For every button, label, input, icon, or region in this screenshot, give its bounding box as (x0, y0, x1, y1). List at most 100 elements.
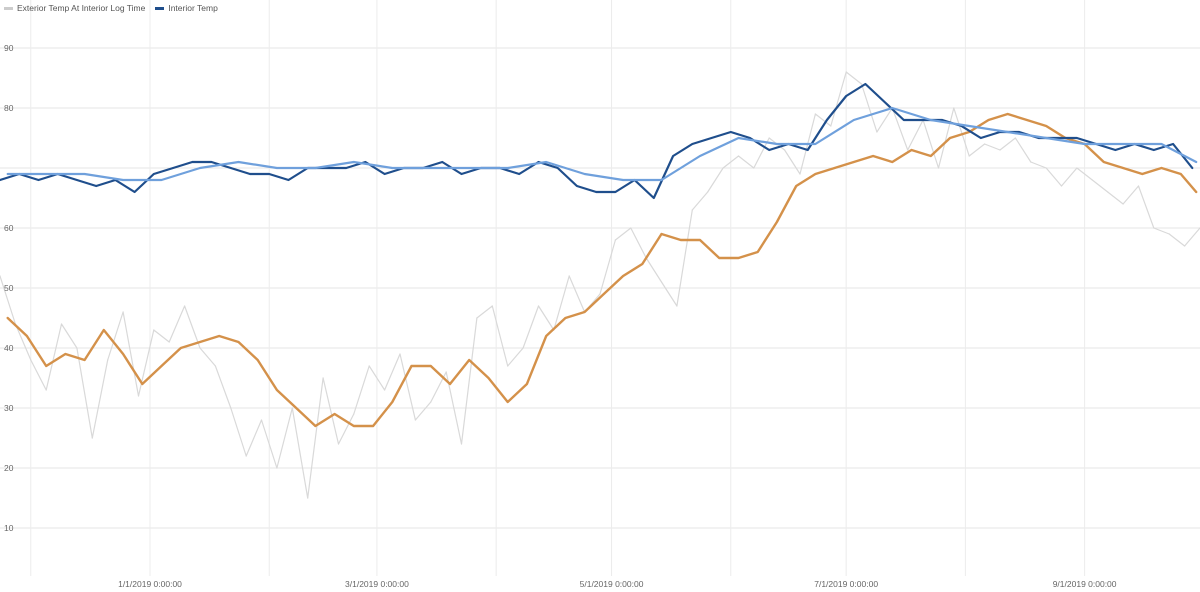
exterior-temp-point (999, 149, 1001, 151)
exterior-trend-point (949, 137, 951, 139)
exterior-temp-point (60, 323, 63, 325)
interior-trend-point (199, 167, 201, 169)
interior-trend-point (45, 173, 47, 175)
exterior-temp-point (245, 455, 247, 457)
x-tick-label: 1/1/2019 0:00:00 (118, 579, 182, 589)
interior-trend-point (891, 107, 893, 109)
interior-temp-point (557, 167, 559, 169)
interior-trend-point (545, 161, 547, 163)
exterior-trend-point (103, 329, 105, 331)
interior-temp-point (345, 167, 347, 169)
exterior-temp-point (322, 377, 324, 379)
exterior-temp-line (0, 71, 1200, 499)
interior-trend-point (1160, 143, 1163, 145)
exterior-temp-point (107, 359, 109, 361)
exterior-temp-point (676, 305, 678, 307)
exterior-trend-point (603, 293, 605, 295)
interior-temp-point (653, 197, 655, 199)
interior-trend-line (6, 106, 1198, 182)
exterior-temp-point (830, 125, 832, 127)
interior-temp-point (1114, 149, 1116, 151)
exterior-temp-point (1184, 245, 1186, 247)
exterior-temp-point (953, 107, 955, 109)
interior-temp-point (1172, 143, 1174, 145)
exterior-trend-point (449, 383, 451, 385)
interior-trend-point (1084, 143, 1086, 145)
exterior-temp-point (937, 167, 940, 169)
exterior-temp-point (753, 167, 755, 169)
exterior-temp-point (184, 305, 186, 307)
exterior-trend-point (545, 335, 547, 337)
exterior-temp-point (491, 305, 493, 307)
exterior-temp-point (1091, 179, 1093, 181)
interior-temp-point (807, 149, 809, 151)
exterior-trend-point (680, 239, 682, 241)
exterior-temp-point (768, 137, 770, 139)
exterior-trend-point (699, 239, 701, 241)
y-tick-label: 50 (4, 283, 14, 293)
interior-temp-point (76, 179, 78, 181)
tick-labels: 10 20 30 40 50 60 80 90 1/1/2019 0:00:00 3/1/2019… (4, 43, 1117, 589)
x-tick-label: 5/1/2019 0:00:00 (580, 579, 644, 589)
exterior-temp-point (214, 365, 216, 367)
interior-trend-point (430, 167, 432, 169)
interior-temp-point (691, 143, 693, 145)
exterior-temp-point (91, 437, 93, 439)
grid (0, 0, 1200, 576)
x-tick-label: 7/1/2019 0:00:00 (814, 579, 878, 589)
exterior-trend-point (353, 425, 355, 427)
legend-item-interior[interactable]: Interior Temp (155, 3, 218, 13)
interior-temp-point (1153, 149, 1155, 151)
exterior-trend-point (1007, 113, 1009, 115)
exterior-temp-point (0, 275, 1, 277)
interior-temp-point (441, 161, 443, 163)
exterior-trend-point (84, 359, 86, 361)
exterior-temp-point (430, 401, 432, 403)
interior-temp-point (672, 155, 674, 157)
exterior-trend-point (1103, 161, 1105, 163)
exterior-trend-point (487, 377, 490, 379)
interior-temp-point (903, 119, 905, 121)
interior-trend-point (699, 155, 701, 157)
interior-trend-point (1045, 137, 1047, 139)
exterior-trend-point (295, 407, 297, 409)
interior-temp-point (172, 167, 174, 169)
interior-trend-point (814, 143, 817, 145)
interior-temp-point (884, 101, 886, 103)
legend-label-exterior: Exterior Temp At Interior Log Time (17, 3, 146, 13)
interior-trend-point (737, 137, 740, 139)
interior-trend-point (353, 161, 355, 163)
exterior-trend-line (6, 112, 1198, 428)
exterior-temp-point (737, 155, 740, 157)
exterior-temp-point (445, 371, 447, 373)
exterior-temp-point (568, 275, 570, 277)
legend-label-interior: Interior Temp (168, 3, 218, 13)
exterior-temp-point (76, 347, 78, 349)
exterior-temp-point (907, 149, 909, 151)
exterior-trend-point (7, 317, 9, 319)
y-tick-label: 60 (4, 223, 14, 233)
interior-temp-point (614, 191, 617, 193)
interior-temp-point (768, 149, 770, 151)
exterior-trend-point (1180, 173, 1182, 175)
exterior-trend-point (276, 389, 278, 391)
exterior-temp-point (814, 113, 817, 115)
exterior-temp-point (1107, 191, 1109, 193)
exterior-trend-point (218, 335, 220, 337)
exterior-temp-point (384, 389, 386, 391)
exterior-temp-point (1153, 227, 1155, 229)
exterior-temp-point (137, 395, 140, 397)
interior-trend-point (930, 119, 932, 121)
exterior-trend-point (430, 365, 432, 367)
interior-temp-point (980, 137, 982, 139)
exterior-trend-point (564, 317, 567, 319)
exterior-temp-point (784, 149, 786, 151)
exterior-trend-point (757, 251, 759, 253)
interior-temp-point (0, 179, 1, 181)
legend-item-exterior[interactable]: Exterior Temp At Interior Log Time (4, 3, 145, 13)
y-tick-label: 90 (4, 43, 14, 53)
exterior-trend-point (930, 155, 932, 157)
interior-trend-point (853, 119, 855, 121)
interior-temp-point (826, 119, 828, 121)
exterior-trend-point (853, 161, 855, 163)
